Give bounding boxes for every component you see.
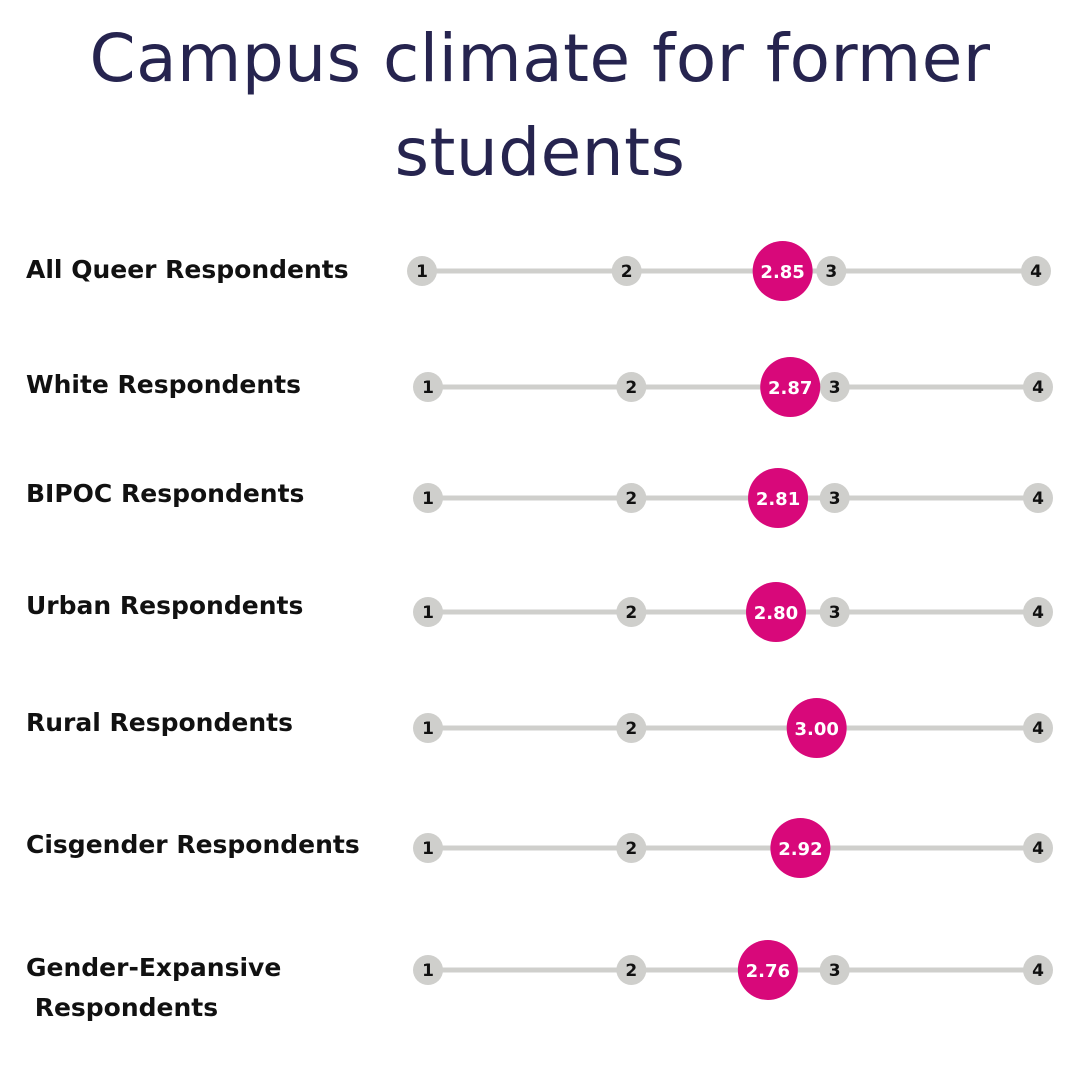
value-marker	[748, 468, 809, 528]
tick-label: 1	[422, 489, 434, 509]
tick-circle	[1023, 833, 1053, 863]
tick-label: 1	[422, 961, 434, 981]
row-label-cisgender: Cisgender Respondents	[26, 830, 360, 859]
tick-label: 1	[422, 378, 434, 398]
tick-label: 3	[829, 378, 841, 398]
tick-label: 1	[422, 839, 434, 859]
tick-circle	[1021, 256, 1051, 286]
value-label: 2.81	[756, 489, 800, 510]
tick-circle	[819, 483, 850, 513]
row-label-all-queer: All Queer Respondents	[26, 255, 349, 284]
tick-circle	[616, 833, 647, 863]
tick-label: 2	[625, 839, 637, 859]
tick-circle	[616, 483, 647, 513]
value-marker	[737, 940, 798, 1000]
row-label-bipoc: BIPOC Respondents	[26, 479, 305, 508]
value-label: 2.80	[754, 603, 798, 624]
tick-circle	[616, 955, 647, 985]
chart-title: Campus climate for former students	[40, 12, 1040, 200]
tick-circle	[413, 372, 443, 402]
scale-row: 1 2 3 4 2.85	[407, 241, 1051, 301]
value-marker	[760, 357, 821, 417]
tick-label: 4	[1032, 489, 1044, 509]
tick-circle	[816, 256, 847, 286]
value-marker	[752, 241, 813, 301]
tick-circle	[1023, 713, 1053, 743]
tick-label: 4	[1032, 839, 1044, 859]
title-line-1: Campus climate for former	[89, 20, 991, 97]
tick-circle	[616, 597, 647, 627]
tick-circle	[1023, 955, 1053, 985]
tick-circle	[611, 256, 642, 286]
tick-circle	[819, 372, 850, 402]
tick-label: 4	[1032, 603, 1044, 623]
scale-row: 1 2 3 4 2.76	[413, 940, 1053, 1000]
tick-label: 4	[1032, 961, 1044, 981]
tick-circle	[413, 713, 443, 743]
tick-label: 2	[625, 489, 637, 509]
value-marker	[786, 698, 847, 758]
scale-row: 1 2 4 3.00	[413, 698, 1053, 758]
tick-label: 2	[625, 603, 637, 623]
tick-label: 2	[625, 719, 637, 739]
scale-row: 1 2 3 4 2.81	[413, 468, 1053, 528]
value-label: 2.76	[746, 961, 790, 982]
tick-label: 4	[1032, 378, 1044, 398]
tick-label: 1	[422, 719, 434, 739]
row-label-rural: Rural Respondents	[26, 708, 293, 737]
tick-circle	[413, 955, 443, 985]
tick-circle	[819, 597, 850, 627]
tick-label: 4	[1030, 262, 1042, 282]
title-line-2: students	[394, 114, 686, 191]
tick-label: 1	[422, 603, 434, 623]
row-label-white: White Respondents	[26, 370, 301, 399]
tick-circle	[1023, 597, 1053, 627]
tick-circle	[1023, 483, 1053, 513]
scale-row: 1 2 3 4 2.87	[413, 357, 1053, 417]
tick-label: 2	[625, 378, 637, 398]
tick-circle	[413, 833, 443, 863]
value-label: 2.87	[768, 378, 812, 399]
tick-circle	[1023, 372, 1053, 402]
value-marker	[770, 818, 831, 878]
scale-row: 1 2 4 2.92	[413, 818, 1053, 878]
tick-circle	[819, 955, 850, 985]
value-label: 3.00	[794, 719, 838, 740]
tick-circle	[616, 372, 647, 402]
row-label-urban: Urban Respondents	[26, 591, 304, 620]
tick-label: 3	[829, 489, 841, 509]
tick-label: 3	[829, 603, 841, 623]
tick-label: 4	[1032, 719, 1044, 739]
tick-label: 1	[416, 262, 428, 282]
tick-label: 3	[825, 262, 837, 282]
tick-circle	[413, 483, 443, 513]
value-marker	[746, 582, 806, 642]
tick-circle	[407, 256, 437, 286]
tick-circle	[616, 713, 647, 743]
value-label: 2.85	[760, 262, 804, 283]
tick-label: 2	[621, 262, 633, 282]
tick-circle	[413, 597, 443, 627]
value-label: 2.92	[778, 839, 822, 860]
scale-row: 1 2 3 4 2.80	[413, 582, 1053, 642]
row-label-gender-expansive: Gender-Expansive Respondents	[26, 953, 282, 1022]
tick-label: 2	[625, 961, 637, 981]
tick-label: 3	[829, 961, 841, 981]
